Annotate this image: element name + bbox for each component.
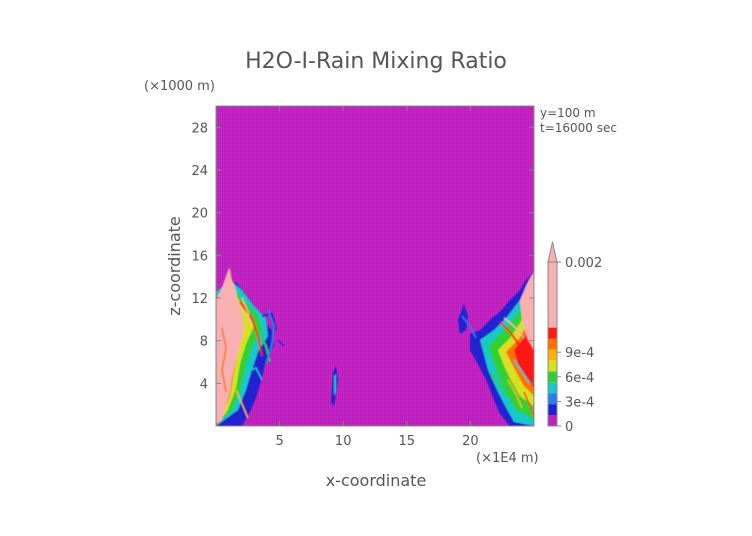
right-streak-3 [489,371,519,413]
right-streak-6 [513,359,531,385]
right-streak-1 [499,321,529,361]
colorbar-frame [547,261,558,427]
colorbar-tick-label: 0.002 [565,256,602,271]
colorbar-tick-label: 0 [565,420,573,435]
x-tick-label: 10 [335,434,352,449]
annotation-t: t=16000 sec [540,121,617,135]
colorbar-swatch [548,262,557,328]
x-tick-label: 15 [399,434,416,449]
colorbar-extend-arrow [547,241,558,263]
x-tick-label: 20 [462,434,479,449]
right-streak-4 [477,359,501,411]
chart-title: H2O-I-Rain Mixing Ratio [245,49,507,74]
right-rain-region [458,272,534,426]
left-pink-core [216,268,244,424]
x-axis-unit: (×1E4 m) [476,451,539,466]
center-cyan-streak [334,374,336,396]
colorbar-swatch [548,415,557,426]
colorbar-tick-label: 3e-4 [565,395,594,410]
left-streak-1 [239,301,263,357]
plot-area [216,106,534,426]
right-streak-8 [461,315,477,339]
left-pink-spike [226,268,233,296]
annotation-y: y=100 m [540,106,596,120]
x-tick-label: 5 [275,434,283,449]
right-pink-core [520,272,534,350]
colorbar-swatch [548,349,557,361]
left-streak-5 [245,367,263,381]
colorbar-swatch [548,327,557,339]
right-streak-5 [507,379,523,409]
y-tick-label: 28 [191,121,208,136]
center-rain-region [331,366,338,406]
x-axis-label: x-coordinate [326,471,427,490]
colorbar-swatch [548,404,557,416]
y-tick-label: 24 [191,164,208,179]
colorbar-swatch [548,338,557,350]
colorbar-swatch [548,382,557,394]
y-tick-label: 8 [200,335,208,350]
y-tick-label: 12 [191,292,208,307]
left-streak-4 [235,389,249,419]
y-tick-label: 16 [191,249,208,264]
colorbar-swatch [548,371,557,383]
y-tick-label: 4 [200,377,208,392]
colorbar-swatch [548,360,557,372]
rain-field [216,268,534,426]
colorbar: 0 3e-4 6e-4 9e-4 0.002 [547,241,602,435]
left-streak-6 [221,327,227,393]
left-streak-3 [261,312,277,331]
left-streak-7 [241,297,251,325]
right-blue-cloud [458,304,468,334]
left-dark-tail [277,339,285,347]
y-axis-label: z-coordinate [165,216,184,316]
right-streak-7 [523,391,534,417]
right-streak-2 [503,317,525,339]
colorbar-tick-label: 6e-4 [565,371,594,386]
left-rain-region [216,268,285,426]
colorbar-tick-label: 9e-4 [565,346,594,361]
x-axis: 5 10 15 20 [275,106,479,449]
y-axis: 4 8 12 16 20 24 28 [191,121,534,392]
colorbar-swatch [548,393,557,405]
plot-frame [215,105,535,427]
left-blue-tail [265,309,276,365]
y-axis-unit: (×1000 m) [144,79,215,94]
y-tick-label: 20 [191,207,208,222]
